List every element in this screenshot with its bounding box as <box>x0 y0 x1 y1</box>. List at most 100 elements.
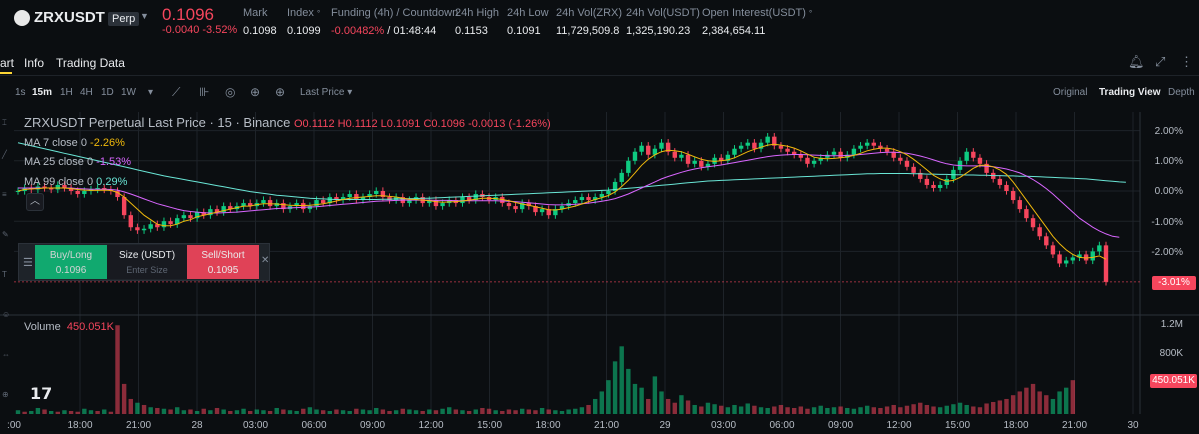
volume-bar <box>586 404 591 414</box>
candle <box>433 200 439 207</box>
volume-bar <box>387 410 392 414</box>
candle <box>778 145 784 149</box>
volume-bar <box>68 410 74 414</box>
tool-icon[interactable]: ⌶ <box>2 118 7 127</box>
legend-ma25[interactable]: MA 25 close 0 -1.53% <box>24 156 132 168</box>
volume-bar <box>254 409 260 414</box>
view-trading-view[interactable]: Trading View <box>1099 87 1161 98</box>
candle <box>911 166 916 173</box>
add-icon[interactable]: ⊕ <box>275 85 286 99</box>
tool-icon[interactable]: ⇔ <box>2 350 10 359</box>
volume-bar <box>778 404 784 414</box>
volume-bar <box>320 410 326 414</box>
tool-icon[interactable]: ╱ <box>2 150 7 159</box>
price-type-select[interactable]: Last Price ▾ <box>300 87 353 98</box>
candle <box>758 142 764 149</box>
collapse-legend-button[interactable]: ︿ <box>26 193 44 211</box>
tool-icon[interactable]: T <box>2 270 7 279</box>
candle <box>825 154 830 158</box>
candle <box>440 203 445 207</box>
candle <box>42 186 47 188</box>
volume-bar <box>148 407 153 414</box>
volume-bar <box>241 408 246 414</box>
active-tab-indicator <box>0 72 12 74</box>
candle <box>427 200 432 204</box>
view-original[interactable]: Original <box>1053 87 1088 98</box>
camera-icon[interactable]: ◎ <box>225 85 236 99</box>
volume-bar <box>871 407 877 414</box>
chart-tabs: art Info Trading Data 🔔︎ ⤢ ⋮ <box>0 50 1199 76</box>
volume-bar <box>1004 398 1009 414</box>
interval-15m[interactable]: 15m <box>32 87 53 98</box>
fullscreen-icon[interactable]: ⤢ <box>1155 54 1166 69</box>
volume-bar <box>732 404 737 414</box>
volume-bar <box>420 410 425 414</box>
tab-trading-data[interactable]: Trading Data <box>56 56 125 70</box>
interval-1d[interactable]: 1D <box>101 87 114 98</box>
candle <box>712 157 717 164</box>
tab-chart[interactable]: art <box>0 56 15 70</box>
candle <box>68 187 74 191</box>
indicators-icon[interactable]: ⟋ <box>172 85 181 99</box>
volume-bar <box>141 404 147 414</box>
more-options-icon[interactable]: ⋮ <box>1180 54 1193 69</box>
tool-icon[interactable]: ≡ <box>2 190 7 199</box>
price-axis-label: -2.00% <box>1151 247 1183 258</box>
interval-1h[interactable]: 1H <box>60 87 73 98</box>
candle <box>878 145 883 149</box>
legend-ma7[interactable]: MA 7 close 0 -2.26% <box>24 137 125 149</box>
size-input[interactable]: Size (USDT) Enter Size <box>107 245 187 279</box>
candle <box>214 209 220 213</box>
volume-bar <box>22 411 27 414</box>
tool-icon[interactable]: ✎ <box>2 230 9 239</box>
candle <box>274 203 279 207</box>
candle <box>553 209 558 216</box>
chart-type-icon[interactable]: ⊪ <box>199 85 210 99</box>
alert-bell-icon[interactable]: 🔔︎ <box>1128 54 1145 69</box>
time-axis-label: 12:00 <box>886 420 912 431</box>
candle <box>141 228 147 231</box>
tool-icon[interactable]: ☺ <box>2 310 11 319</box>
volume-bar <box>102 409 107 414</box>
volume-bar <box>971 406 976 414</box>
stat-value: -0.00482% / 01:48:44 <box>331 25 437 37</box>
tradingview-logo-icon[interactable]: 𝟭𝟳 <box>30 386 53 403</box>
symbol-dropdown-icon[interactable]: ▼ <box>140 11 149 21</box>
candle <box>1037 227 1042 237</box>
time-axis-label: 29 <box>659 420 671 431</box>
symbol-name[interactable]: ZRXUSDT <box>34 9 105 26</box>
candle <box>811 160 817 164</box>
time-axis-label: 03:00 <box>242 420 269 431</box>
interval-4h[interactable]: 4H <box>80 87 93 98</box>
interval-1s[interactable]: 1s <box>15 87 26 98</box>
volume-bar <box>785 407 790 414</box>
drag-handle-icon[interactable]: ☰ <box>23 257 33 269</box>
tool-icon[interactable]: ⊕ <box>2 390 9 399</box>
candle <box>387 197 392 201</box>
candle <box>699 160 704 167</box>
volume-bar <box>798 406 804 414</box>
stat-value: 0.1153 <box>455 25 488 37</box>
legend-ma99[interactable]: MA 99 close 0 0.29% <box>24 176 128 188</box>
interval-dropdown-icon[interactable]: ▾ <box>148 87 154 98</box>
buy-long-button[interactable]: Buy/Long 0.1096 <box>35 245 107 279</box>
volume-bar <box>665 398 671 414</box>
candle <box>188 215 193 219</box>
interval-1w[interactable]: 1W <box>121 87 136 98</box>
crosshair-icon[interactable]: ⊕ <box>250 85 261 99</box>
drawing-toolbar: ⌶ ╱ ≡ ✎ T ☺ ⇔ ⊕ <box>0 110 10 434</box>
stat-label: 24h Vol(ZRX) <box>556 7 623 19</box>
candle <box>592 197 598 201</box>
volume-bar <box>208 410 213 414</box>
volume-bar <box>194 410 200 414</box>
view-depth[interactable]: Depth <box>1168 87 1195 98</box>
close-icon[interactable]: ✕ <box>261 255 270 266</box>
volume-bar <box>413 410 419 414</box>
volume-axis-label: 1.2M <box>1160 319 1183 330</box>
sell-short-button[interactable]: Sell/Short 0.1095 <box>187 245 259 279</box>
volume-bar <box>931 406 936 414</box>
tab-info[interactable]: Info <box>24 56 45 70</box>
candle <box>831 151 837 155</box>
candle <box>858 145 863 149</box>
